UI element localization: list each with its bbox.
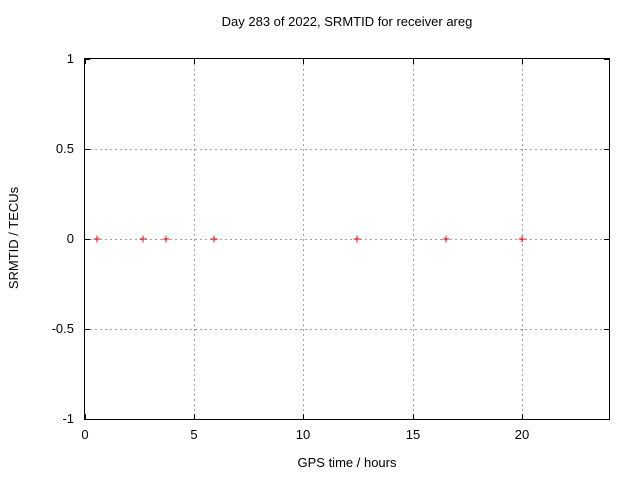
x-tick-mark [522, 414, 523, 419]
x-tick-label: 0 [81, 427, 89, 442]
data-point-marker [518, 235, 526, 243]
x-tick-label: 15 [405, 427, 421, 442]
y-tick-mark [604, 149, 609, 150]
y-gridline [85, 239, 609, 240]
y-tick-mark [604, 239, 609, 240]
x-tick-mark [85, 59, 86, 64]
x-tick-mark [194, 59, 195, 64]
data-point-marker [353, 235, 361, 243]
data-point-marker [139, 235, 147, 243]
data-point-marker [162, 235, 170, 243]
y-tick-mark [85, 329, 90, 330]
x-tick-label: 20 [514, 427, 530, 442]
data-point-marker [442, 235, 450, 243]
x-tick-mark [303, 59, 304, 64]
x-axis-label: GPS time / hours [297, 455, 397, 470]
data-point-marker [210, 235, 218, 243]
x-tick-label: 5 [190, 427, 198, 442]
data-point-marker [93, 235, 101, 243]
y-tick-mark [604, 419, 609, 420]
x-tick-mark [522, 59, 523, 64]
y-tick-mark [85, 239, 90, 240]
x-tick-mark [194, 414, 195, 419]
y-gridline [85, 329, 609, 330]
y-gridline [85, 149, 609, 150]
y-tick-label: -1 [62, 411, 74, 426]
x-tick-mark [303, 414, 304, 419]
x-tick-mark [85, 414, 86, 419]
y-tick-mark [85, 149, 90, 150]
x-tick-mark [413, 414, 414, 419]
y-tick-label: -0.5 [51, 321, 74, 336]
y-tick-label: 0 [66, 231, 74, 246]
chart-title: Day 283 of 2022, SRMTID for receiver are… [221, 14, 473, 29]
y-tick-mark [604, 329, 609, 330]
y-tick-label: 1 [66, 51, 74, 66]
x-tick-label: 10 [295, 427, 311, 442]
y-tick-mark [85, 59, 90, 60]
y-tick-mark [604, 59, 609, 60]
y-tick-mark [85, 419, 90, 420]
y-tick-label: 0.5 [55, 141, 74, 156]
plot-area [84, 58, 610, 420]
x-tick-mark [413, 59, 414, 64]
